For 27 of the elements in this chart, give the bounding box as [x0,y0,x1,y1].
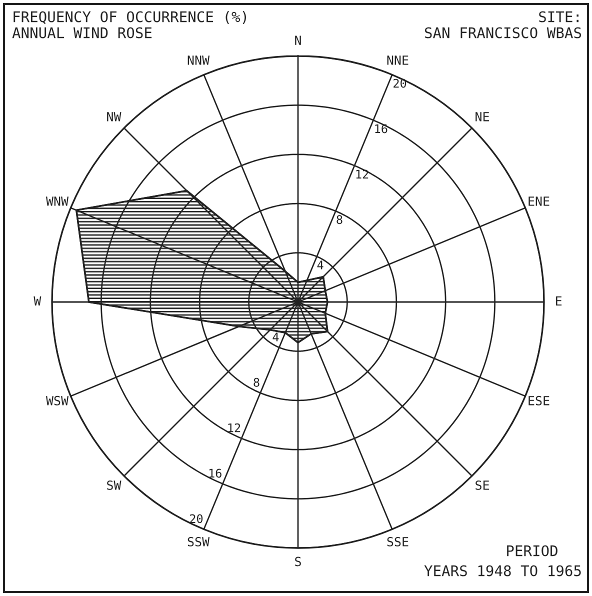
spoke-label: ENE [528,196,550,206]
spoke-label: NNE [387,56,408,65]
text: SITE: [539,11,578,22]
spoke-label: SW [107,480,122,490]
spoke-label: WSW [46,396,69,406]
text: PERIOD [507,545,558,556]
text: 4 [272,332,279,342]
text: 16 [209,468,222,478]
spoke-label: W [34,296,42,306]
text: 12 [228,423,240,432]
spoke-label: SSW [188,536,210,546]
spoke-label: NNW [188,56,210,65]
chart-subtitle: ANNUAL WIND ROSE [12,27,152,38]
spoke-label: SSE [387,536,408,546]
text: 8 [254,378,260,387]
spoke-label: S [295,556,301,566]
chart-title: FREQUENCY OF OCCURRENCE (%) [14,11,246,24]
spoke-label: ESE [528,396,550,406]
spoke-label: NW [107,112,122,122]
text: SAN FRANCISCO WBAS [424,27,582,38]
spoke-label: NE [476,112,489,122]
spoke-label: E [556,296,562,306]
spoke-label: N [295,36,301,45]
text: 20 [190,514,203,524]
text: YEARS 1948 TO 1965 [424,565,581,576]
spoke-label: SE [476,480,489,490]
spoke-label: WNW [46,196,69,206]
